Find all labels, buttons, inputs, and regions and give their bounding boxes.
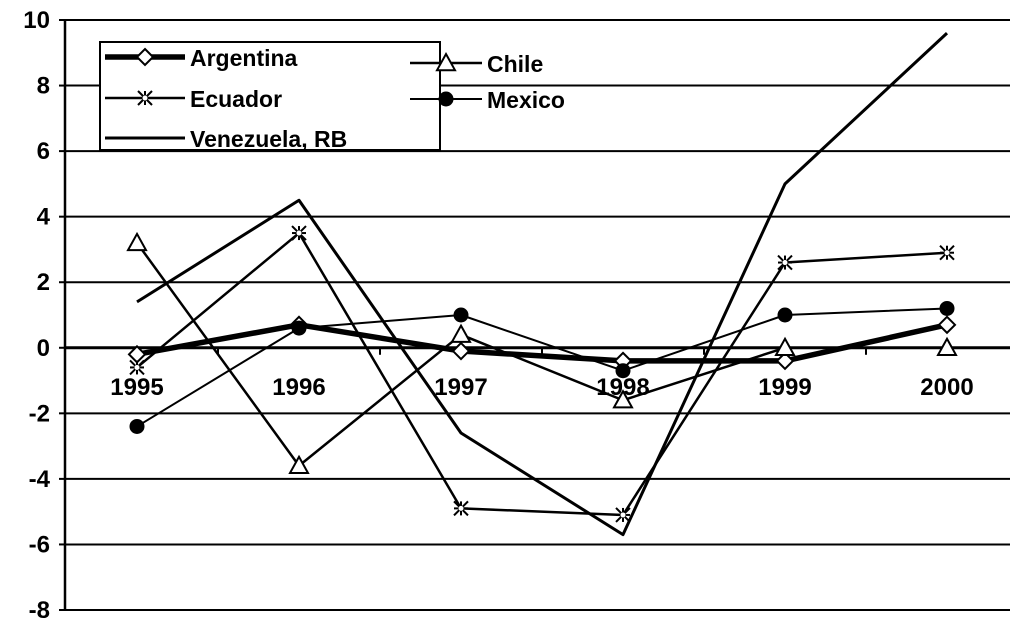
legend-label-ecuador: Ecuador	[190, 86, 282, 112]
data-point-chile	[612, 389, 634, 409]
star-center	[620, 512, 626, 518]
y-tick-label: -2	[29, 400, 50, 427]
data-point-chile	[936, 336, 958, 356]
data-point-mexico	[291, 320, 307, 336]
data-point-ecuador	[939, 245, 955, 261]
legend-item-mexico: Mexico	[410, 87, 565, 113]
data-point-ecuador	[777, 254, 793, 271]
legend-item-argentina: Argentina	[105, 45, 298, 71]
series-line-chile	[135, 242, 947, 468]
star-center	[142, 95, 148, 101]
legend-marker-ecuador	[137, 90, 153, 106]
data-point-mexico	[453, 307, 469, 323]
star-center	[458, 505, 464, 511]
x-tick-label: 1996	[272, 374, 325, 401]
series-line-argentina	[136, 322, 948, 364]
legend: Argentina Chile Ecuador Mexico Venezuela, RB	[99, 41, 565, 152]
data-point-chile	[774, 336, 796, 356]
series-line-ecuador	[136, 231, 948, 517]
legend-marker-argentina	[135, 47, 155, 67]
y-tick-label: 0	[37, 335, 50, 362]
series-mexico	[129, 300, 955, 434]
legend-label-chile: Chile	[487, 51, 543, 77]
data-point-ecuador	[615, 507, 631, 523]
y-tick-label: -8	[29, 597, 50, 623]
y-tick-label: -4	[29, 466, 51, 493]
series-line-mexico	[136, 307, 948, 428]
star-center	[944, 250, 950, 256]
data-point-ecuador	[129, 359, 145, 376]
star-center	[134, 364, 140, 370]
legend-marker-chile	[435, 51, 457, 72]
star-center	[296, 230, 302, 236]
series-ecuador	[129, 225, 955, 523]
legend-item-chile: Chile	[410, 51, 543, 77]
x-tick-label: 1999	[758, 374, 811, 401]
y-tick-label: -6	[29, 531, 50, 558]
data-point-ecuador	[291, 225, 307, 241]
legend-item-venezuela-rb: Venezuela, RB	[105, 126, 347, 152]
legend-box	[99, 41, 441, 151]
y-tick-label: 6	[37, 138, 50, 165]
data-point-argentina	[451, 341, 471, 361]
y-tick-label: 4	[37, 204, 51, 231]
data-point-chile	[288, 454, 310, 474]
series-venezuela-rb	[136, 32, 949, 537]
data-point-mexico	[939, 300, 955, 316]
series-line-venezuela-rb	[136, 32, 949, 537]
data-point-chile	[126, 231, 148, 252]
legend-label-argentina: Argentina	[190, 45, 298, 71]
data-point-argentina	[937, 315, 957, 335]
legend-item-ecuador: Ecuador	[105, 86, 282, 112]
data-point-mexico	[777, 307, 793, 323]
data-point-argentina	[775, 351, 795, 371]
y-tick-label: 8	[37, 73, 50, 100]
y-tick-label: 2	[37, 269, 50, 296]
data-point-mexico	[615, 363, 631, 379]
data-point-ecuador	[453, 500, 469, 517]
series-lines	[126, 32, 958, 537]
data-point-chile	[450, 323, 472, 343]
series-chile	[126, 231, 958, 474]
data-point-mexico	[129, 418, 145, 434]
star-center	[782, 260, 788, 266]
legend-marker-mexico	[438, 91, 454, 107]
x-tick-label: 1997	[434, 374, 487, 401]
legend-label-venezuela-rb: Venezuela, RB	[190, 126, 347, 152]
x-tick-label: 2000	[920, 374, 973, 401]
legend-label-mexico: Mexico	[487, 87, 565, 113]
x-tick-label: 1995	[110, 374, 163, 401]
y-tick-label: 10	[23, 7, 50, 34]
